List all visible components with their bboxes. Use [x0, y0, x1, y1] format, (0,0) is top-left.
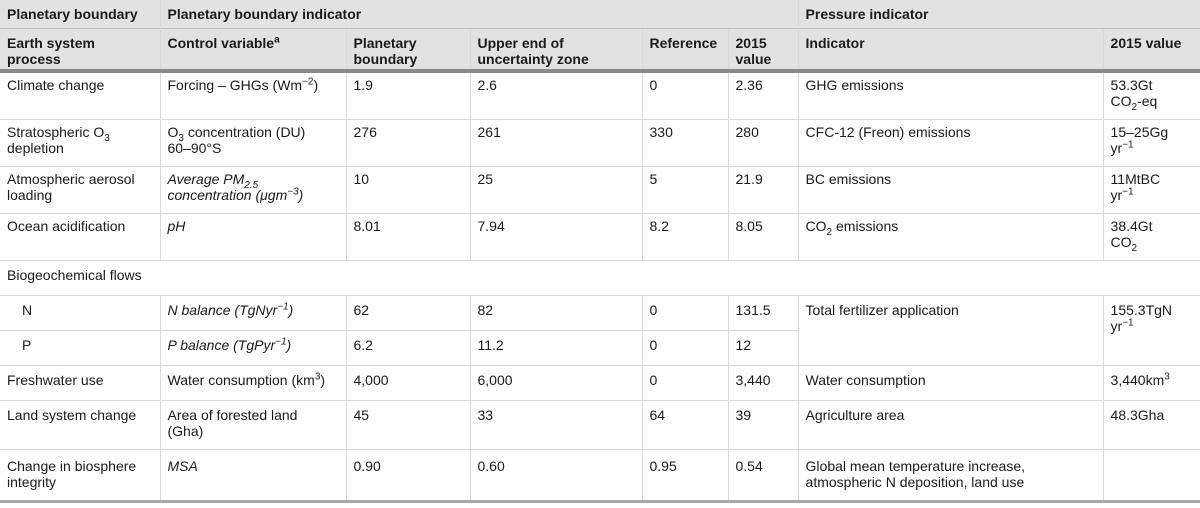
cell-process: Freshwater use — [0, 365, 160, 401]
cell-control-variable: O3 concentration (DU) 60–90°S — [159, 119, 346, 167]
cell-process: Climate change — [0, 70, 160, 120]
cell-indicator: Agriculture area — [797, 400, 1104, 450]
cell-indicator: Water consumption — [797, 365, 1104, 401]
cell-process: Stratospheric O3 depletion — [0, 119, 160, 167]
cell-2015-value: 8.05 — [727, 213, 799, 261]
cell-control-variable: Area of forested land (Gha) — [159, 400, 346, 450]
cell-control-variable: MSA — [159, 449, 346, 503]
cell-boundary: 276 — [345, 119, 470, 167]
cell-process: N — [0, 295, 160, 331]
cell-upper: 11.2 — [469, 330, 642, 366]
cell-upper: 7.94 — [469, 213, 642, 261]
cell-group-label: Biogeochemical flows — [0, 260, 1200, 296]
cell-pressure-value: 38.4Gt CO2 — [1102, 213, 1200, 261]
cell-2015-value: 280 — [727, 119, 799, 167]
col-header-control-text: Control variable — [167, 35, 275, 51]
cell-indicator: Global mean temperature increase, atmosph… — [797, 449, 1104, 503]
col-header-boundary: Planetary boundary — [345, 28, 470, 73]
col-header-process: Earth system process — [0, 28, 160, 73]
cell-2015-value: 131.5 — [727, 295, 799, 331]
cell-upper: 2.6 — [469, 70, 642, 120]
cell-pressure-value: 3,440km3 — [1102, 365, 1200, 401]
table-row-ocean-acidification: Ocean acidification pH 8.01 7.94 8.2 8.0… — [0, 213, 1200, 261]
group-header-planetary-boundary: Planetary boundary — [0, 0, 160, 29]
cell-reference: 0.95 — [641, 449, 728, 503]
col-header-pressure-2015-value: 2015 value — [1102, 28, 1200, 73]
cell-process: P — [0, 330, 160, 366]
cell-reference: 5 — [641, 166, 728, 214]
cell-boundary: 10 — [345, 166, 470, 214]
cell-2015-value: 12 — [727, 330, 799, 366]
cell-indicator: BC emissions — [797, 166, 1104, 214]
cell-2015-value: 39 — [727, 400, 799, 450]
cell-indicator: CO2 emissions — [797, 213, 1104, 261]
table-row-ozone-depletion: Stratospheric O3 depletion O3 concentrati… — [0, 119, 1200, 167]
cell-reference: 64 — [641, 400, 728, 450]
cell-indicator: Total fertilizer application — [797, 295, 1104, 366]
cell-boundary: 8.01 — [345, 213, 470, 261]
cell-process: Change in biosphere integrity — [0, 449, 160, 503]
cell-pressure-value: 11MtBC yr−1 — [1102, 166, 1200, 214]
cell-upper: 33 — [469, 400, 642, 450]
cell-reference: 330 — [641, 119, 728, 167]
cell-control-variable: Average PM2.5 concentration (μgm−3) — [159, 166, 346, 214]
table-row-aerosol-loading: Atmospheric aerosol loading Average PM2.5… — [0, 166, 1200, 214]
cell-boundary: 1.9 — [345, 70, 470, 120]
cell-control-variable: pH — [159, 213, 346, 261]
group-header-pressure-indicator: Pressure indicator — [797, 0, 1200, 29]
table-row-biosphere-integrity: Change in biosphere integrity MSA 0.90 0.… — [0, 449, 1200, 503]
cell-reference: 0 — [641, 70, 728, 120]
cell-boundary: 0.90 — [345, 449, 470, 503]
cell-reference: 0 — [641, 330, 728, 366]
table-row-freshwater-use: Freshwater use Water consumption (km3) 4… — [0, 365, 1200, 401]
cell-process: Land system change — [0, 400, 160, 450]
cell-indicator: CFC-12 (Freon) emissions — [797, 119, 1104, 167]
cell-boundary: 45 — [345, 400, 470, 450]
cell-pressure-value — [1102, 449, 1200, 503]
col-header-upper-uncertainty: Upper end of uncertainty zone — [469, 28, 642, 73]
cell-reference: 0 — [641, 295, 728, 331]
cell-upper: 6,000 — [469, 365, 642, 401]
table-row-phosphorus: P P balance (TgPyr−1) 6.2 11.2 0 12 — [0, 330, 1200, 366]
table-row-nitrogen: N N balance (TgNyr−1) 62 82 0 131.5 Tota… — [0, 295, 1200, 366]
table-row-land-system-change: Land system change Area of forested land… — [0, 400, 1200, 450]
group-header-row: Planetary boundary Planetary boundary in… — [0, 0, 1200, 29]
footnote-marker: a — [274, 34, 280, 46]
cell-control-variable: N balance (TgNyr−1) — [159, 295, 346, 331]
cell-2015-value: 2.36 — [727, 70, 799, 120]
cell-upper: 82 — [469, 295, 642, 331]
cell-pressure-value: 48.3Gha — [1102, 400, 1200, 450]
table-row-climate-change: Climate change Forcing – GHGs (Wm−2) 1.9… — [0, 70, 1200, 120]
group-header-boundary-indicator: Planetary boundary indicator — [159, 0, 799, 29]
cell-reference: 8.2 — [641, 213, 728, 261]
cell-boundary: 62 — [345, 295, 470, 331]
cell-pressure-value: 15–25Gg yr−1 — [1102, 119, 1200, 167]
col-header-indicator: Indicator — [797, 28, 1104, 73]
table-row-biogeochemical-flows: Biogeochemical flows — [0, 260, 1200, 296]
col-header-control-variable: Control variablea — [159, 28, 346, 73]
cell-control-variable: Water consumption (km3) — [159, 365, 346, 401]
cell-upper: 261 — [469, 119, 642, 167]
col-header-reference: Reference — [641, 28, 728, 73]
cell-upper: 25 — [469, 166, 642, 214]
cell-boundary: 4,000 — [345, 365, 470, 401]
cell-pressure-value: 155.3TgN yr−1 — [1102, 295, 1200, 366]
cell-indicator: GHG emissions — [797, 70, 1104, 120]
cell-boundary: 6.2 — [345, 330, 470, 366]
cell-2015-value: 0.54 — [727, 449, 799, 503]
cell-reference: 0 — [641, 365, 728, 401]
cell-control-variable: Forcing – GHGs (Wm−2) — [159, 70, 346, 120]
column-header-row: Earth system process Control variablea P… — [0, 28, 1200, 73]
cell-2015-value: 21.9 — [727, 166, 799, 214]
cell-pressure-value: 53.3Gt CO2-eq — [1102, 70, 1200, 120]
cell-upper: 0.60 — [469, 449, 642, 503]
cell-process: Atmospheric aerosol loading — [0, 166, 160, 214]
cell-control-variable: P balance (TgPyr−1) — [159, 330, 346, 366]
cell-2015-value: 3,440 — [727, 365, 799, 401]
col-header-2015-value: 2015 value — [727, 28, 799, 73]
cell-process: Ocean acidification — [0, 213, 160, 261]
